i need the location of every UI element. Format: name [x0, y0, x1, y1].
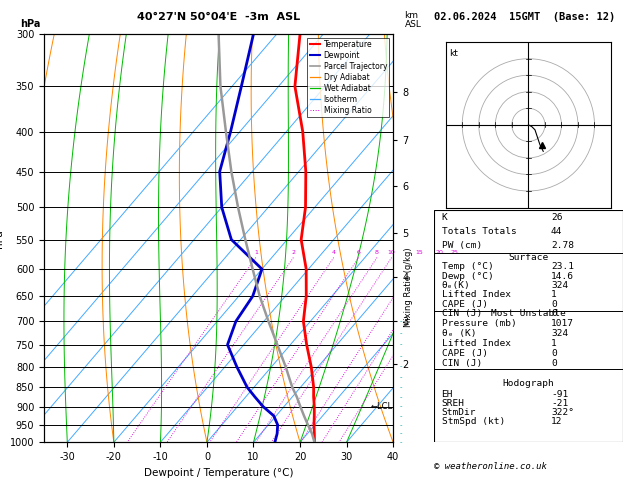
- Text: -: -: [399, 394, 402, 400]
- Text: 26: 26: [551, 213, 562, 222]
- Text: Dewp (°C): Dewp (°C): [442, 272, 493, 280]
- Text: kt: kt: [449, 49, 458, 58]
- Text: 0: 0: [551, 299, 557, 309]
- Text: 1: 1: [551, 290, 557, 299]
- Text: 322°: 322°: [551, 408, 574, 417]
- Text: -91: -91: [551, 390, 568, 399]
- Text: Most Unstable: Most Unstable: [491, 309, 565, 318]
- Text: 2.78: 2.78: [551, 241, 574, 250]
- Text: 324: 324: [551, 281, 568, 290]
- Text: Totals Totals: Totals Totals: [442, 227, 516, 236]
- Text: 1017: 1017: [551, 319, 574, 328]
- Text: -: -: [399, 353, 402, 359]
- Text: © weatheronline.co.uk: © weatheronline.co.uk: [434, 462, 547, 471]
- Text: -: -: [399, 422, 402, 428]
- Text: -: -: [399, 318, 402, 324]
- Text: Lifted Index: Lifted Index: [442, 339, 511, 348]
- Text: 1: 1: [254, 250, 258, 255]
- Text: -21: -21: [551, 399, 568, 408]
- Text: Temp (°C): Temp (°C): [442, 262, 493, 271]
- Text: 2: 2: [291, 250, 296, 255]
- Text: Pressure (mb): Pressure (mb): [442, 319, 516, 328]
- Text: 4: 4: [331, 250, 336, 255]
- Text: km
ASL: km ASL: [404, 11, 421, 29]
- Text: Hodograph: Hodograph: [503, 379, 554, 388]
- Text: 1: 1: [551, 339, 557, 348]
- Text: -: -: [399, 364, 402, 369]
- Text: 25: 25: [451, 250, 459, 255]
- Text: 02.06.2024  15GMT  (Base: 12): 02.06.2024 15GMT (Base: 12): [434, 12, 615, 22]
- Text: 23.1: 23.1: [551, 262, 574, 271]
- Text: PW (cm): PW (cm): [442, 241, 482, 250]
- Text: ←LCL: ←LCL: [371, 402, 393, 411]
- Text: 40°27'N 50°04'E  -3m  ASL: 40°27'N 50°04'E -3m ASL: [137, 12, 300, 22]
- Text: -: -: [399, 431, 402, 437]
- Text: hPa: hPa: [21, 19, 41, 29]
- Text: 0: 0: [551, 309, 557, 318]
- Text: 6: 6: [357, 250, 360, 255]
- Text: EH: EH: [442, 390, 453, 399]
- Text: 14.6: 14.6: [551, 272, 574, 280]
- Text: 44: 44: [551, 227, 562, 236]
- Legend: Temperature, Dewpoint, Parcel Trajectory, Dry Adiabat, Wet Adiabat, Isotherm, Mi: Temperature, Dewpoint, Parcel Trajectory…: [308, 38, 389, 117]
- Text: CAPE (J): CAPE (J): [442, 349, 487, 358]
- Text: 324: 324: [551, 329, 568, 338]
- Text: Surface: Surface: [508, 253, 548, 262]
- Text: -: -: [399, 413, 402, 419]
- X-axis label: Dewpoint / Temperature (°C): Dewpoint / Temperature (°C): [144, 468, 293, 478]
- Text: -: -: [399, 403, 402, 410]
- Text: 8: 8: [375, 250, 379, 255]
- Text: Mixing Ratio (g/kg): Mixing Ratio (g/kg): [404, 247, 413, 327]
- Text: -: -: [399, 342, 402, 347]
- Y-axis label: hPa: hPa: [0, 229, 4, 247]
- Text: CAPE (J): CAPE (J): [442, 299, 487, 309]
- Text: θₑ(K): θₑ(K): [442, 281, 470, 290]
- Text: CIN (J): CIN (J): [442, 359, 482, 368]
- Text: StmDir: StmDir: [442, 408, 476, 417]
- Text: -: -: [399, 374, 402, 380]
- Text: StmSpd (kt): StmSpd (kt): [442, 417, 505, 426]
- Text: 10: 10: [387, 250, 396, 255]
- Text: 15: 15: [415, 250, 423, 255]
- Text: -: -: [399, 330, 402, 336]
- Text: 0: 0: [551, 359, 557, 368]
- Text: SREH: SREH: [442, 399, 465, 408]
- Text: 12: 12: [551, 417, 562, 426]
- Text: Lifted Index: Lifted Index: [442, 290, 511, 299]
- Text: CIN (J): CIN (J): [442, 309, 482, 318]
- Text: -: -: [399, 439, 402, 445]
- Text: 0: 0: [551, 349, 557, 358]
- Text: -: -: [399, 384, 402, 390]
- Text: θₑ (K): θₑ (K): [442, 329, 476, 338]
- Text: K: K: [442, 213, 447, 222]
- Text: 20: 20: [435, 250, 443, 255]
